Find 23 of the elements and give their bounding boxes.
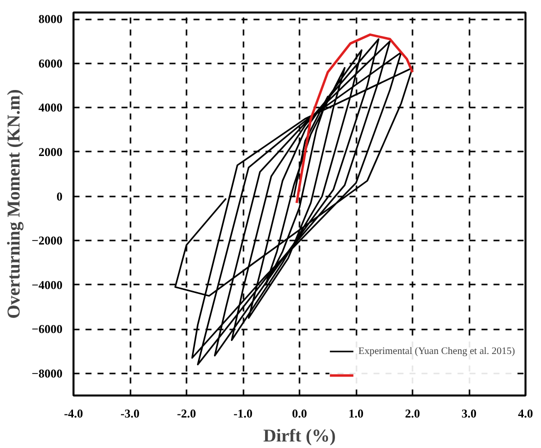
x-axis-title: Dirft (%): [263, 426, 336, 446]
y-tick-label: −4000: [32, 278, 63, 292]
y-tick-label: −2000: [32, 234, 63, 248]
y-tick-label: −8000: [32, 366, 63, 380]
x-tick-label: 4.0: [518, 406, 533, 420]
y-tick-label: 4000: [38, 100, 62, 115]
y-tick-label: −6000: [32, 322, 63, 336]
x-tick-label: -2.0: [177, 406, 196, 420]
x-tick-label: -4.0: [64, 406, 83, 420]
y-axis-title: Overturning Moment (KN.m): [4, 89, 24, 319]
x-tick-label: 0.0: [292, 406, 307, 420]
legend-label: Experimental (Yuan Cheng et al. 2015): [358, 346, 515, 356]
x-tick-label: -3.0: [120, 406, 140, 420]
y-tick-label: 2000: [38, 144, 62, 159]
y-tick-label: 0: [56, 189, 62, 204]
x-tick-label: -1.0: [234, 406, 252, 420]
x-tick-label: 2.0: [405, 406, 420, 420]
line-series: [174, 38, 414, 366]
y-tick-label: 6000: [38, 56, 62, 70]
y-tick-label: 8000: [38, 12, 62, 26]
x-tick-label: 1.0: [348, 406, 364, 420]
line-series: [295, 33, 414, 204]
x-tick-label: 3.0: [462, 406, 476, 420]
